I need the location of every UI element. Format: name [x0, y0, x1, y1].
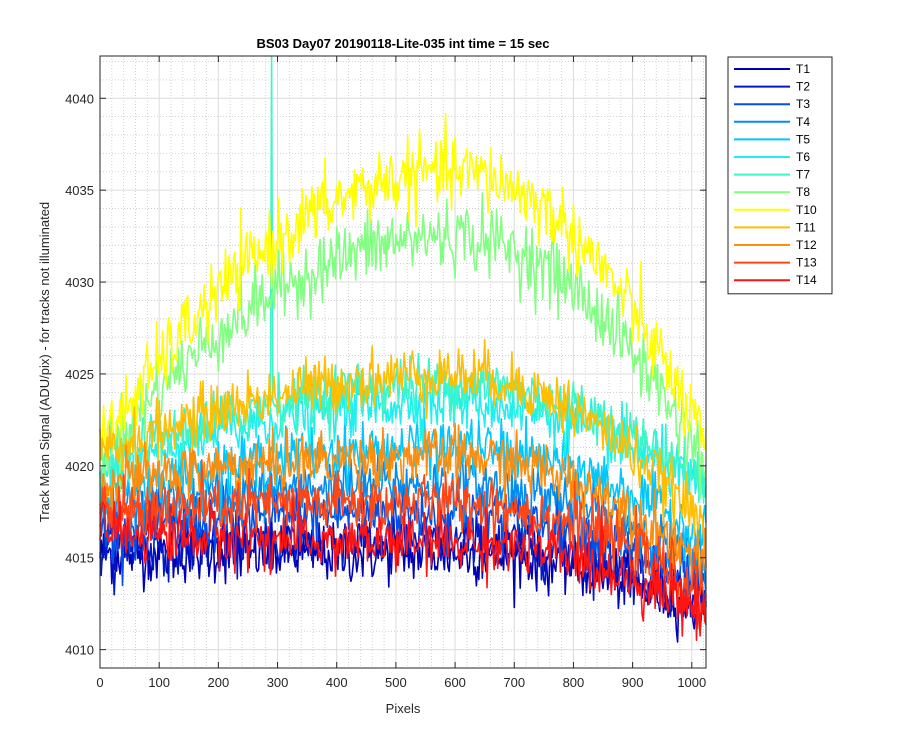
y-axis-label: Track Mean Signal (ADU/pix) - for tracks… — [37, 202, 52, 522]
series-line-t14 — [99, 499, 707, 641]
x-tick-label: 700 — [503, 675, 525, 690]
legend-label-t4: T4 — [796, 115, 810, 129]
axis-ticks: 0 100 200 300 400 500 600 700 800 900 1000 4010 4015… — [65, 56, 706, 690]
x-tick-label: 600 — [444, 675, 466, 690]
x-tick-label: 1000 — [677, 675, 706, 690]
x-tick-label: 800 — [563, 675, 585, 690]
legend-label-t8: T8 — [796, 185, 810, 199]
series-line-t11 — [99, 338, 707, 539]
legend-label-t5: T5 — [796, 132, 810, 146]
legend-label-t11: T11 — [796, 220, 816, 234]
series-line-t10 — [99, 112, 707, 459]
legend-label-t10: T10 — [796, 203, 817, 217]
legend-label-t6: T6 — [796, 150, 810, 164]
y-tick-label: 4025 — [65, 367, 94, 382]
y-tick-label: 4015 — [65, 551, 94, 566]
y-tick-label: 4020 — [65, 459, 94, 474]
x-tick-label: 200 — [208, 675, 230, 690]
x-tick-label: 0 — [96, 675, 103, 690]
x-tick-label: 900 — [622, 675, 644, 690]
x-tick-label: 100 — [148, 675, 170, 690]
legend-label-t2: T2 — [796, 80, 810, 94]
y-tick-label: 4030 — [65, 275, 94, 290]
series-lines — [99, 55, 707, 643]
legend-label-t7: T7 — [796, 168, 810, 182]
chart-title: BS03 Day07 20190118-Lite-035 int time = … — [256, 36, 549, 51]
legend-label-t12: T12 — [796, 238, 817, 252]
legend-label-t3: T3 — [796, 97, 810, 111]
x-axis-label: Pixels — [386, 701, 421, 716]
y-tick-label: 4035 — [65, 183, 94, 198]
y-tick-label: 4010 — [65, 643, 94, 658]
x-tick-label: 400 — [326, 675, 348, 690]
legend: T1 T2 T3 T4 T5 T6 T7 T8 T10 T11 T12 T13 T14 — [727, 56, 833, 295]
x-tick-label: 500 — [385, 675, 407, 690]
y-tick-label: 4040 — [65, 91, 94, 106]
legend-label-t14: T14 — [796, 273, 817, 287]
plot-area-border — [99, 55, 707, 669]
legend-label-t1: T1 — [796, 62, 810, 76]
legend-label-t13: T13 — [796, 256, 817, 270]
x-tick-label: 300 — [267, 675, 289, 690]
series-line-t8 — [99, 192, 707, 500]
